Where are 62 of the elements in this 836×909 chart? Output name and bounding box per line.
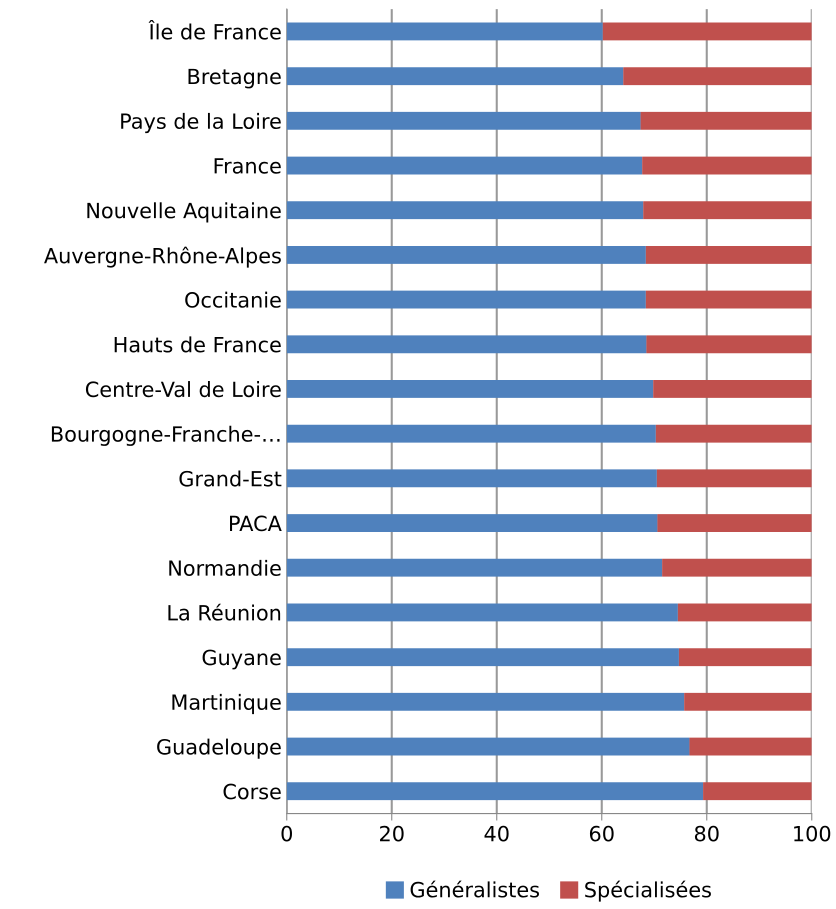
y-tick-label: Martinique xyxy=(172,694,281,714)
bar xyxy=(642,156,812,174)
bar xyxy=(286,290,646,309)
bar xyxy=(678,604,812,622)
bar xyxy=(656,424,812,443)
bar xyxy=(646,290,812,309)
y-tick-label: Bourgogne-Franche-… xyxy=(52,426,280,446)
y-tick-label: Guadeloupe xyxy=(157,738,281,759)
bar xyxy=(646,246,812,264)
y-tick-label: Normandie xyxy=(169,560,281,576)
bar xyxy=(602,22,812,40)
bar xyxy=(653,380,812,398)
y-tick-label: Occitanie xyxy=(185,292,281,308)
y-tick-label: Île de France xyxy=(148,20,281,40)
y-tick-label: France xyxy=(214,158,281,174)
bar xyxy=(286,22,603,40)
y-tick-label: Guyane xyxy=(202,650,281,670)
bar xyxy=(662,558,812,577)
y-tick-label: Corse xyxy=(224,784,281,800)
x-tick-label: 60 xyxy=(590,826,614,842)
bar xyxy=(286,469,657,488)
bar xyxy=(286,782,704,800)
bar xyxy=(286,648,679,666)
y-tick-label: Hauts de France xyxy=(114,336,281,352)
y-tick-label: Grand-Est xyxy=(179,470,282,487)
y-tick-label: Auvergne-Rhône-Alpes xyxy=(44,246,281,268)
bar xyxy=(678,648,812,666)
bar xyxy=(286,380,654,398)
bar xyxy=(703,782,812,800)
bar xyxy=(286,558,662,577)
bar xyxy=(640,112,812,130)
bar xyxy=(643,201,812,220)
bar xyxy=(286,335,646,354)
bar xyxy=(286,604,678,622)
legend-label: Spécialisées xyxy=(585,880,711,902)
y-tick-label: Nouvelle Aquitaine xyxy=(87,202,281,222)
bar xyxy=(286,692,684,711)
y-tick-label: PACA xyxy=(230,516,282,532)
bar xyxy=(286,738,690,756)
bar xyxy=(646,335,812,354)
bar xyxy=(657,514,812,532)
bar xyxy=(286,514,658,532)
x-tick-label: 0 xyxy=(281,826,292,842)
bar xyxy=(286,112,641,130)
y-tick-label: La Réunion xyxy=(168,604,280,621)
bar xyxy=(623,67,812,86)
bar xyxy=(656,469,812,488)
y-tick-label: Bretagne xyxy=(188,68,281,88)
bar xyxy=(286,246,646,264)
x-tick-label: 80 xyxy=(694,826,719,842)
x-tick-label: 100 xyxy=(794,826,830,842)
bar xyxy=(684,692,812,711)
legend-label: Généralistes xyxy=(410,880,540,898)
x-tick-label: 20 xyxy=(380,826,404,842)
bar xyxy=(689,738,812,756)
bar xyxy=(286,201,644,220)
y-tick-label: Pays de la Loire xyxy=(121,112,281,134)
y-tick-label: Centre-Val de Loire xyxy=(86,381,281,398)
x-tick-label: 40 xyxy=(484,826,509,842)
bar xyxy=(286,424,656,443)
bar xyxy=(286,67,624,86)
bar xyxy=(286,156,642,174)
